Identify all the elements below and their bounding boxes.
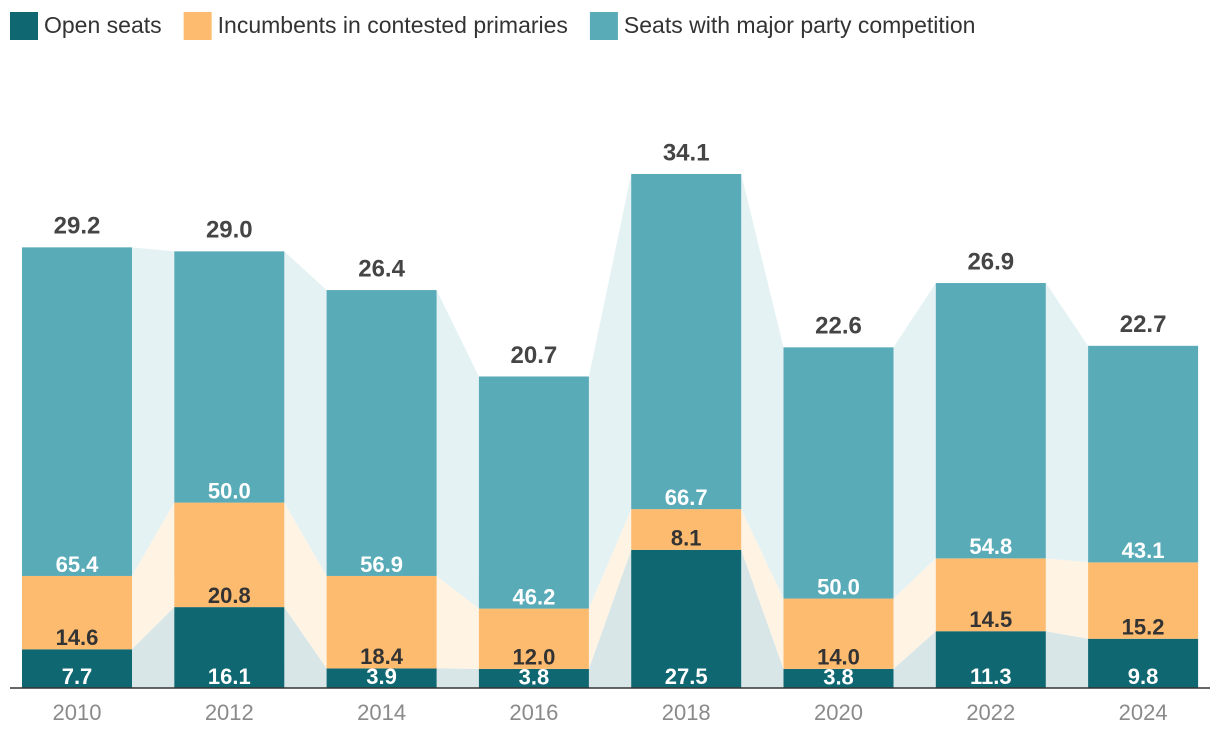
connector-band (1045, 283, 1089, 563)
connector-band (284, 251, 327, 576)
connector-band (741, 174, 784, 599)
bar-segment (174, 607, 285, 688)
connector-band (436, 290, 479, 609)
total-label: 26.4 (358, 255, 405, 282)
connector-band (132, 607, 175, 688)
value-label: 9.8 (1128, 664, 1159, 689)
connector-band (741, 549, 784, 688)
legend-swatch (183, 12, 212, 40)
bar-segment (935, 558, 1046, 632)
bar-segment (1088, 638, 1199, 688)
bar-segment (326, 668, 437, 688)
bar-segment (326, 290, 437, 576)
value-label: 11.3 (970, 664, 1012, 689)
value-label: 65.4 (56, 552, 100, 577)
connector-band (588, 509, 632, 669)
total-label: 26.9 (967, 248, 1014, 275)
connector-band (893, 631, 936, 688)
bar-segment (174, 251, 285, 503)
connector-band (436, 668, 479, 688)
bar-segment (783, 598, 894, 669)
bar-segment (1088, 345, 1199, 563)
connector-band (436, 575, 479, 669)
value-label: 50.0 (817, 574, 860, 599)
value-label: 7.7 (62, 664, 93, 689)
value-label: 20.8 (208, 583, 251, 608)
value-label: 12.0 (512, 645, 555, 670)
bar-segment (326, 575, 437, 669)
x-tick-label: 2024 (1119, 700, 1168, 725)
total-label: 22.6 (815, 313, 862, 340)
value-label: 18.4 (360, 644, 404, 669)
legend-label: Seats with major party competition (624, 12, 976, 38)
bar-segment (478, 668, 589, 688)
bar-segment (631, 509, 742, 550)
connector-band (588, 174, 632, 609)
legend-swatch (10, 12, 38, 40)
value-label: 14.6 (56, 625, 99, 650)
x-tick-label: 2010 (53, 700, 102, 725)
x-tick-label: 2014 (357, 700, 406, 725)
value-label: 66.7 (665, 485, 708, 510)
x-tick-label: 2016 (509, 700, 558, 725)
bar-segment (22, 575, 132, 650)
connector-band (893, 558, 936, 669)
value-label: 54.8 (969, 534, 1012, 559)
value-label: 8.1 (671, 526, 702, 551)
total-label: 20.7 (511, 342, 558, 369)
value-label: 43.1 (1122, 538, 1165, 563)
connector-band (588, 549, 632, 688)
value-label: 16.1 (208, 664, 251, 689)
total-label: 29.0 (206, 217, 253, 244)
total-label: 29.2 (54, 213, 101, 240)
legend-swatch (589, 12, 618, 40)
total-label: 34.1 (663, 139, 710, 166)
bar-segment (783, 347, 894, 599)
total-label: 22.7 (1120, 311, 1167, 338)
connector-band (284, 502, 327, 669)
bar-segment (631, 549, 742, 688)
connector-band (132, 502, 175, 650)
legend-label: Incumbents in contested primaries (218, 12, 568, 38)
x-tick-label: 2018 (662, 700, 711, 725)
value-label: 46.2 (512, 584, 555, 609)
value-label: 15.2 (1122, 615, 1165, 640)
x-tick-label: 2022 (966, 700, 1015, 725)
connector-band (1045, 631, 1089, 688)
value-label: 27.5 (665, 664, 708, 689)
x-tick-label: 2020 (814, 700, 863, 725)
bar-segment (478, 376, 589, 609)
bar-segment (935, 631, 1046, 688)
bar-segment (478, 608, 589, 669)
connector-band (893, 283, 936, 599)
connector-band (132, 247, 175, 576)
connector-band (741, 509, 784, 669)
bar-segment (1088, 562, 1199, 639)
bar-segment (783, 668, 894, 688)
bar-segment (22, 649, 132, 688)
connector-band (1045, 558, 1089, 639)
x-tick-label: 2012 (205, 700, 254, 725)
value-label: 14.0 (817, 645, 860, 670)
bands (132, 174, 1089, 688)
bars: 7.714.665.429.216.120.850.029.03.918.456… (22, 139, 1199, 689)
legend-label: Open seats (44, 12, 162, 38)
bar-segment (935, 283, 1046, 559)
value-label: 50.0 (208, 478, 251, 503)
connector-band (284, 607, 327, 688)
value-label: 56.9 (360, 552, 403, 577)
bar-segment (174, 502, 285, 608)
value-label: 14.5 (969, 607, 1012, 632)
bar-segment (22, 247, 132, 576)
bar-segment (631, 174, 742, 510)
